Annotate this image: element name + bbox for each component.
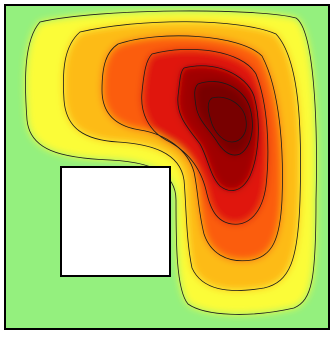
contour-line-6 [194, 81, 253, 156]
contour-line-7 [207, 96, 247, 143]
obstacle-block [60, 166, 171, 277]
contour-line-2 [62, 21, 301, 291]
contour-line-3 [101, 35, 283, 262]
contour-band-7 [208, 97, 247, 142]
contour-line-5 [177, 65, 259, 191]
contour-lines [25, 10, 317, 315]
cavity-border [4, 4, 330, 330]
contour-line-1 [25, 10, 317, 315]
contour-line-4 [141, 49, 269, 225]
